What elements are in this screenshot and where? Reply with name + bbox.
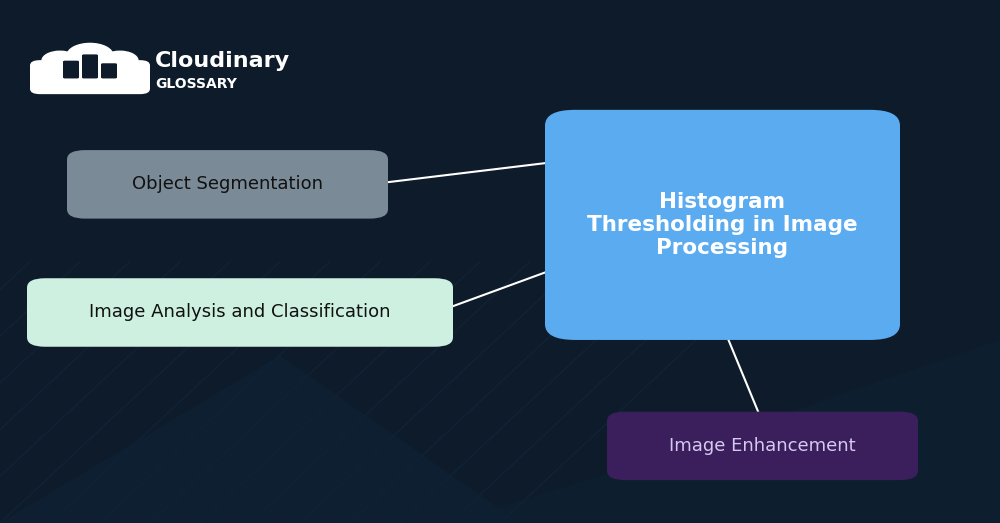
FancyBboxPatch shape xyxy=(27,278,453,347)
FancyBboxPatch shape xyxy=(545,110,900,340)
Circle shape xyxy=(102,51,138,70)
Text: Image Enhancement: Image Enhancement xyxy=(669,437,856,455)
FancyBboxPatch shape xyxy=(82,54,98,78)
Text: Image Analysis and Classification: Image Analysis and Classification xyxy=(89,303,391,322)
Circle shape xyxy=(67,43,113,67)
Text: Object Segmentation: Object Segmentation xyxy=(132,175,323,194)
FancyBboxPatch shape xyxy=(30,60,150,94)
Circle shape xyxy=(42,51,78,70)
FancyBboxPatch shape xyxy=(63,61,79,78)
FancyBboxPatch shape xyxy=(67,150,388,219)
Polygon shape xyxy=(450,340,1000,523)
Text: Histogram
Thresholding in Image
Processing: Histogram Thresholding in Image Processi… xyxy=(587,192,858,258)
FancyBboxPatch shape xyxy=(101,63,117,78)
Text: Cloudinary: Cloudinary xyxy=(155,51,290,71)
FancyBboxPatch shape xyxy=(607,412,918,480)
Text: GLOSSARY: GLOSSARY xyxy=(155,77,237,90)
Polygon shape xyxy=(0,356,520,523)
